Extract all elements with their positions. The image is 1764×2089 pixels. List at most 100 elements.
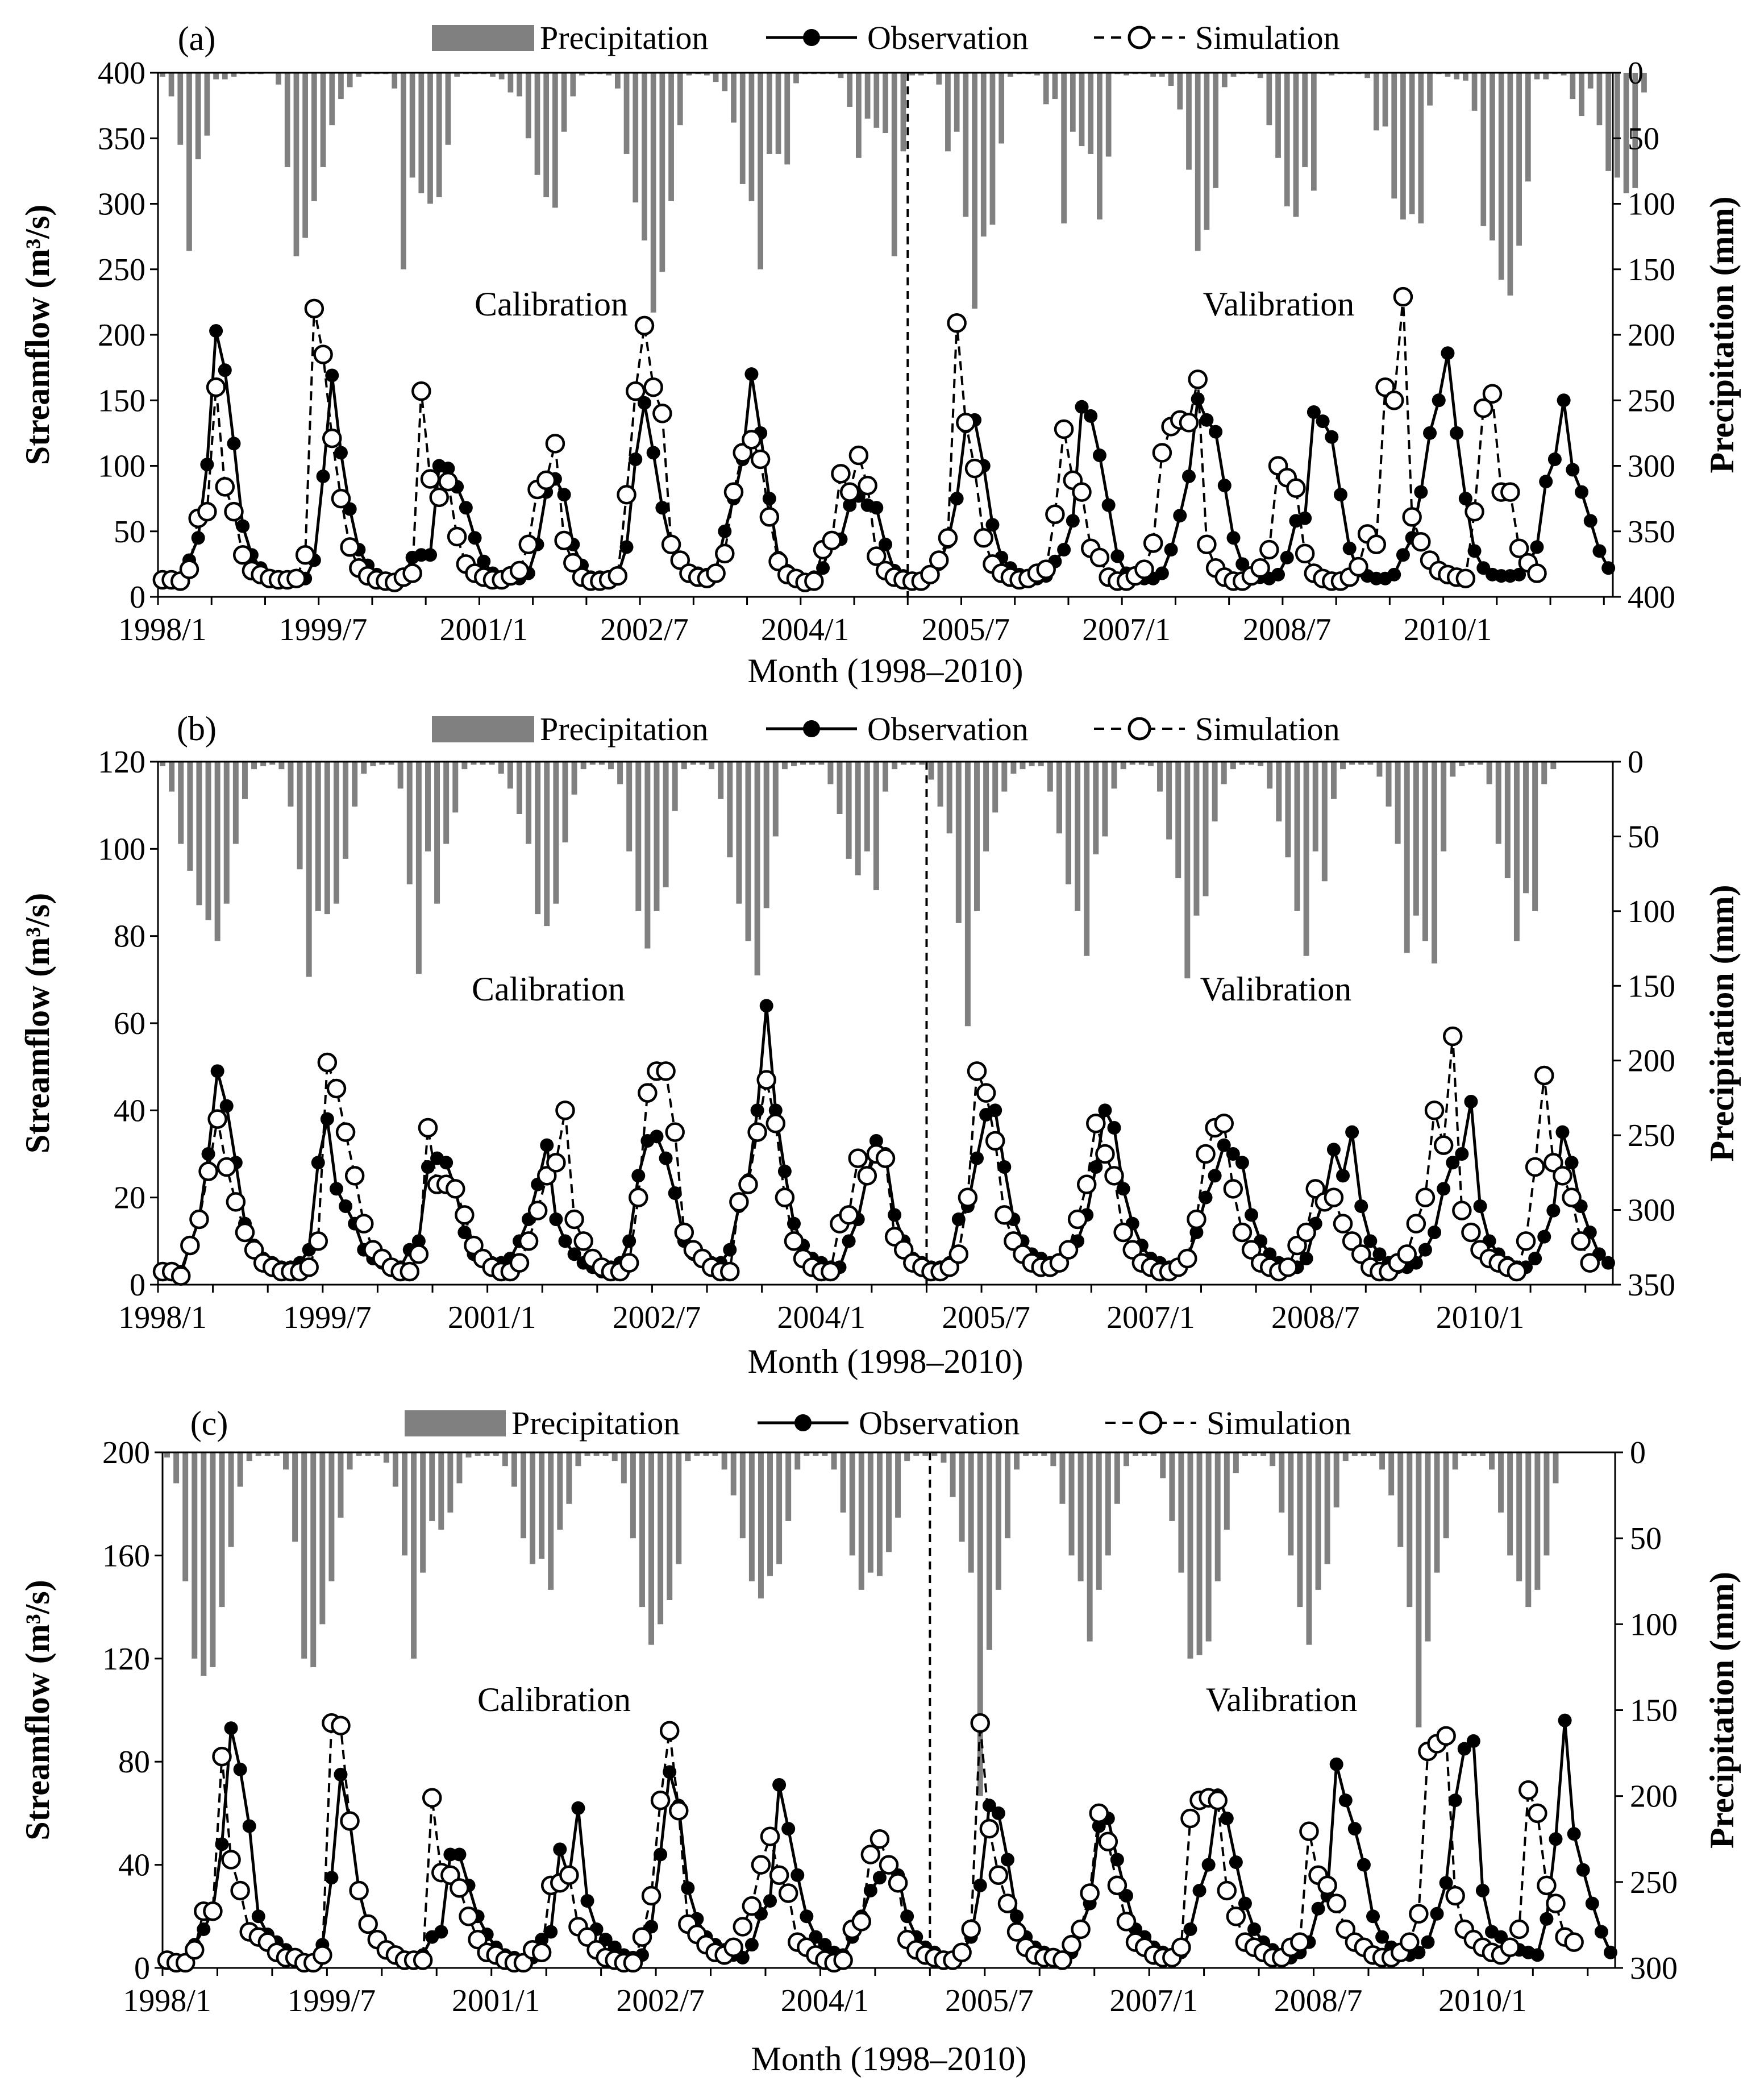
precip-bar bbox=[278, 762, 285, 770]
precip-bar bbox=[685, 1452, 691, 1461]
y-tick-label: 50 bbox=[114, 514, 145, 550]
precip-bar bbox=[864, 73, 871, 119]
precip-bar bbox=[739, 1452, 746, 1539]
precip-bar bbox=[436, 73, 442, 197]
precip-bar bbox=[1178, 1452, 1184, 1573]
simulation-point bbox=[929, 550, 949, 570]
simulation-point bbox=[879, 1855, 899, 1875]
simulation-point bbox=[831, 464, 851, 484]
y2-tick-label: 350 bbox=[1628, 1268, 1675, 1303]
observation-point bbox=[1530, 1948, 1545, 1962]
observation-point bbox=[1075, 400, 1089, 414]
simulation-point bbox=[1287, 1235, 1307, 1256]
precip-bar bbox=[694, 1452, 700, 1456]
y2-tick-label: 200 bbox=[1630, 1779, 1678, 1814]
observation-point bbox=[1238, 1896, 1252, 1911]
observation-point bbox=[951, 1212, 966, 1226]
precip-bar bbox=[1623, 73, 1629, 194]
simulation-point bbox=[1516, 1231, 1536, 1251]
simulation-point bbox=[1562, 1187, 1582, 1207]
precip-bar bbox=[1373, 73, 1379, 131]
precip-bar bbox=[544, 762, 550, 927]
left-y-axis: 0 40 80 120 160 200 bbox=[102, 1435, 163, 1986]
precip-bar bbox=[507, 73, 514, 93]
observation-point bbox=[452, 1847, 467, 1862]
observation-point bbox=[763, 1894, 777, 1908]
observation-point bbox=[1475, 1883, 1490, 1897]
precip-bar bbox=[838, 73, 844, 78]
simulation-point bbox=[1295, 543, 1315, 564]
observation-point bbox=[1446, 1156, 1460, 1170]
observation-point bbox=[1107, 1121, 1121, 1135]
simulation-point bbox=[1058, 1240, 1079, 1260]
precip-bar bbox=[1459, 762, 1465, 766]
precip-bar bbox=[1257, 73, 1263, 78]
precip-bar bbox=[876, 1452, 883, 1576]
observation-point bbox=[1387, 567, 1401, 582]
precip-bar bbox=[608, 762, 614, 770]
observation-point bbox=[210, 1064, 224, 1078]
simulation-point bbox=[409, 1244, 429, 1264]
observation-point bbox=[1466, 1734, 1480, 1748]
period-label-calibration: Calibration bbox=[475, 285, 628, 323]
simulation-point bbox=[1045, 504, 1065, 525]
precip-bar bbox=[626, 762, 633, 852]
precip-bar bbox=[886, 1452, 892, 1552]
observation-point bbox=[218, 363, 232, 377]
precip-bar bbox=[517, 73, 522, 97]
precip-bar bbox=[370, 762, 376, 766]
precip-bar bbox=[945, 73, 951, 152]
precip-bar bbox=[311, 73, 317, 201]
x-axis: 1998/1 1999/7 2001/1 2002/7 2004/1 2005/7 2007… bbox=[118, 1285, 1587, 1335]
simulation-point bbox=[768, 551, 788, 572]
observation-point bbox=[1183, 1922, 1197, 1936]
simulation-point bbox=[958, 1187, 978, 1207]
precip-bar bbox=[704, 73, 710, 76]
precip-bar bbox=[1523, 762, 1529, 894]
precip-bar bbox=[420, 1452, 426, 1573]
precip-bar bbox=[584, 1452, 590, 1456]
precip-bar bbox=[883, 762, 888, 792]
simulation-point bbox=[440, 1865, 460, 1885]
observation-point bbox=[1576, 1863, 1590, 1877]
x-tick-label: 1998/1 bbox=[118, 612, 207, 647]
precip-bar bbox=[986, 1452, 992, 1650]
observation-point bbox=[1325, 430, 1339, 444]
precip-bar bbox=[489, 762, 495, 765]
precip-bar bbox=[1147, 762, 1154, 766]
precip-bar bbox=[809, 762, 816, 765]
observation-point bbox=[988, 1103, 1002, 1118]
simulation-point bbox=[459, 1907, 479, 1926]
period-label-validation: Valibration bbox=[1203, 285, 1355, 323]
precip-bar bbox=[324, 762, 330, 915]
observation-point bbox=[1336, 1169, 1350, 1183]
precip-bar bbox=[1349, 762, 1355, 765]
simulation-point bbox=[760, 1826, 780, 1846]
precip-bar bbox=[635, 762, 642, 911]
precip-bar bbox=[301, 1452, 307, 1659]
simulation-point bbox=[706, 563, 726, 583]
observation-point bbox=[1226, 1147, 1240, 1161]
precip-bar bbox=[837, 762, 843, 814]
precip-bar bbox=[1214, 1452, 1221, 1581]
observation-point bbox=[1200, 413, 1214, 427]
simulation-point bbox=[661, 534, 681, 555]
precip-bar bbox=[1093, 762, 1099, 854]
observation-point bbox=[843, 498, 857, 512]
simulation-point bbox=[833, 1950, 853, 1970]
simulation-point bbox=[1116, 1912, 1137, 1932]
observation-point bbox=[1316, 414, 1330, 429]
precip-bar bbox=[511, 1452, 517, 1487]
precip-bar bbox=[1087, 1452, 1093, 1642]
observation-point bbox=[1549, 1832, 1563, 1846]
simulation-point bbox=[674, 1222, 694, 1243]
observation-point bbox=[1110, 549, 1125, 563]
x-tick-label: 2007/1 bbox=[1082, 612, 1171, 647]
precip-bar bbox=[1596, 73, 1603, 126]
precip-bar bbox=[1534, 1452, 1541, 1590]
simulation-point bbox=[1564, 1932, 1584, 1952]
simulation-point bbox=[555, 1100, 575, 1120]
precip-bar bbox=[329, 73, 335, 126]
precip-bar bbox=[1233, 1452, 1239, 1473]
x-axis: 1998/1 1999/7 2001/1 2002/7 2004/1 2005/7 2007… bbox=[118, 597, 1605, 647]
